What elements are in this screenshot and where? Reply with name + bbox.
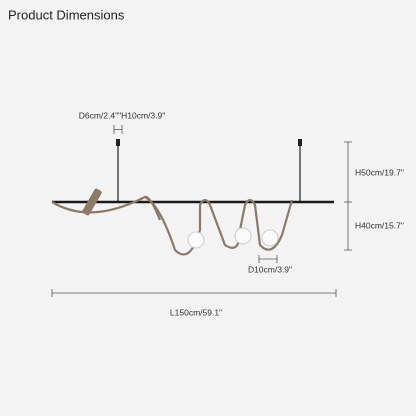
- glass-ball: [187, 231, 205, 249]
- length-label: L150cm/59.1": [170, 307, 222, 317]
- canopy-dim: [113, 125, 123, 134]
- length-dim: [51, 289, 337, 297]
- glass-ball: [234, 227, 252, 245]
- canopy-label: D6cm/2.4""H10cm/3.9": [79, 110, 166, 120]
- title: Product Dimensions: [8, 7, 125, 22]
- height-dim: [344, 141, 352, 251]
- canopy: [116, 139, 120, 146]
- canopy: [298, 139, 302, 146]
- height-label: H40cm/15.7": [355, 220, 404, 230]
- glass-ball: [261, 229, 279, 247]
- diameter-label: D10cm/3.9": [248, 264, 292, 274]
- diameter-dim: [258, 255, 278, 263]
- ribbon: [144, 195, 162, 221]
- height-label: H50cm/19.7": [355, 167, 404, 177]
- spotlight: [82, 188, 102, 216]
